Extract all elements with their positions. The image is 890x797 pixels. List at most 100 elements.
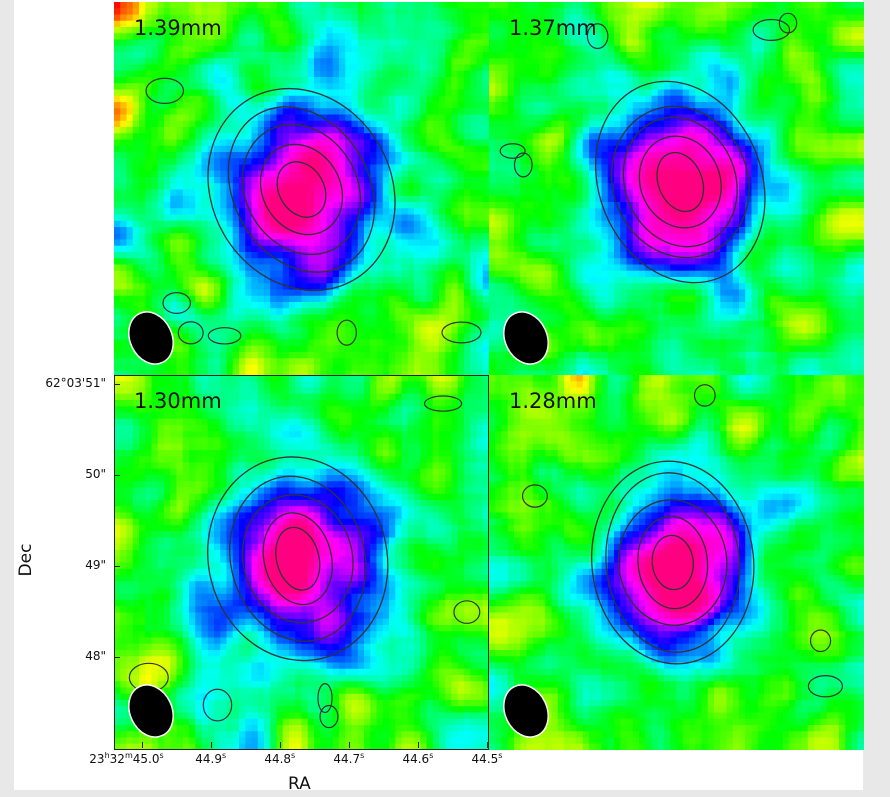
map-pixel [782,27,790,34]
map-pixel [420,158,427,165]
map-pixel [207,220,215,228]
map-pixel [295,364,302,372]
map-pixel [189,8,196,15]
map-pixel [814,133,821,140]
map-pixel [314,295,321,303]
map-pixel [114,345,121,353]
map-pixel [220,314,227,322]
map-pixel [401,245,409,253]
map-pixel [176,358,184,365]
map-pixel [345,358,352,365]
map-pixel [457,20,465,28]
map-pixel [170,220,177,228]
map-pixel [301,52,309,59]
map-pixel [201,158,209,165]
map-pixel [476,20,484,28]
map-pixel [295,170,302,178]
map-pixel [351,352,359,359]
map-pixel [345,70,352,78]
map-pixel [120,364,127,372]
map-pixel [682,64,690,72]
map-pixel [289,370,296,377]
map-pixel [314,14,321,22]
map-pixel [376,227,384,234]
map-pixel [414,214,421,222]
map-pixel [176,89,184,97]
map-pixel [251,45,259,53]
map-pixel [295,345,302,353]
map-pixel [776,14,784,22]
map-pixel [226,70,234,78]
map-pixel [120,295,127,303]
map-pixel [251,339,259,347]
map-pixel [470,370,477,377]
map-pixel [557,8,565,15]
map-pixel [345,77,352,84]
map-pixel [370,327,377,334]
map-pixel [620,27,627,34]
map-pixel [276,345,284,353]
map-pixel [457,233,465,240]
map-pixel [814,64,821,72]
map-pixel [820,102,827,109]
map-pixel [307,20,315,28]
map-pixel [114,2,121,9]
map-pixel [832,108,840,115]
map-pixel [389,83,396,90]
map-pixel [720,139,727,147]
map-pixel [339,220,346,228]
map-pixel [232,264,240,272]
map-pixel [457,264,465,272]
map-pixel [545,133,552,140]
map-pixel [351,258,359,265]
map-pixel [407,345,415,353]
map-pixel [407,258,415,265]
map-pixel [782,2,790,9]
map-pixel [564,33,571,40]
map-pixel [276,14,284,22]
map-pixel [114,333,121,340]
map-pixel [545,33,552,40]
map-pixel [545,89,552,97]
map-pixel [464,345,471,353]
map-pixel [401,2,409,9]
map-pixel [120,58,127,65]
map-pixel [282,95,290,103]
map-pixel [470,83,477,90]
map-pixel [207,333,215,340]
map-pixel [539,64,546,72]
map-pixel [495,95,502,103]
map-pixel [420,245,427,253]
map-pixel [407,58,415,65]
map-pixel [182,164,190,172]
map-pixel [814,14,821,22]
map-pixel [851,2,859,9]
map-pixel [745,58,752,65]
map-pixel [189,333,196,340]
map-pixel [264,52,271,59]
map-pixel [714,95,721,103]
map-pixel [832,95,840,103]
map-pixel [264,327,271,334]
map-pixel [789,139,796,147]
map-pixel [314,70,321,78]
map-pixel [589,39,596,47]
map-pixel [714,33,721,40]
map-pixel [201,245,209,253]
map-pixel [657,127,665,134]
map-pixel [745,33,752,40]
map-pixel [370,177,377,184]
map-pixel [614,95,621,103]
map-pixel [420,102,427,109]
map-pixel [126,158,134,165]
map-pixel [170,120,177,128]
map-pixel [139,195,146,203]
map-pixel [620,20,627,28]
map-pixel [426,183,434,190]
map-pixel [464,239,471,247]
map-pixel [439,239,446,247]
map-pixel [595,114,602,122]
map-pixel [789,14,796,22]
map-pixel [520,127,527,134]
map-pixel [201,33,209,40]
